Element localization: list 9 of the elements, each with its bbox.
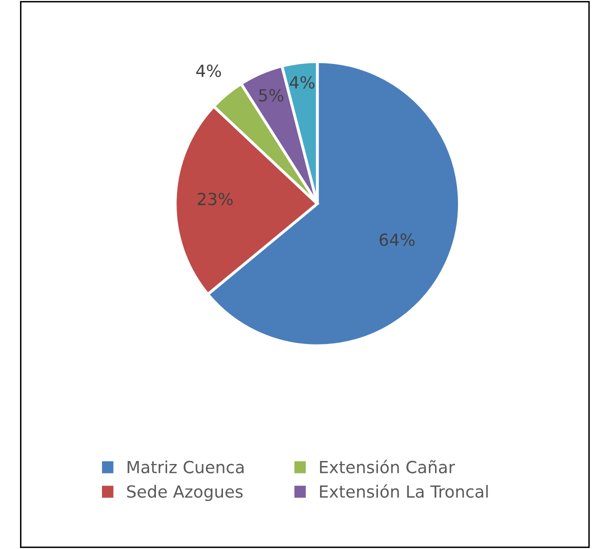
data-label: 5%: [259, 88, 284, 102]
data-label: 64%: [380, 233, 415, 246]
legend-label: Extensión La Troncal: [320, 484, 488, 498]
data-label: 23%: [198, 192, 233, 206]
data-label: 4%: [290, 76, 314, 89]
data-label: 4%: [196, 64, 221, 78]
legend-label: Matriz Cuenca: [128, 460, 244, 474]
legend-label: Sede Azogues: [127, 484, 243, 502]
legend-label: Extensión Cañar: [320, 460, 456, 474]
